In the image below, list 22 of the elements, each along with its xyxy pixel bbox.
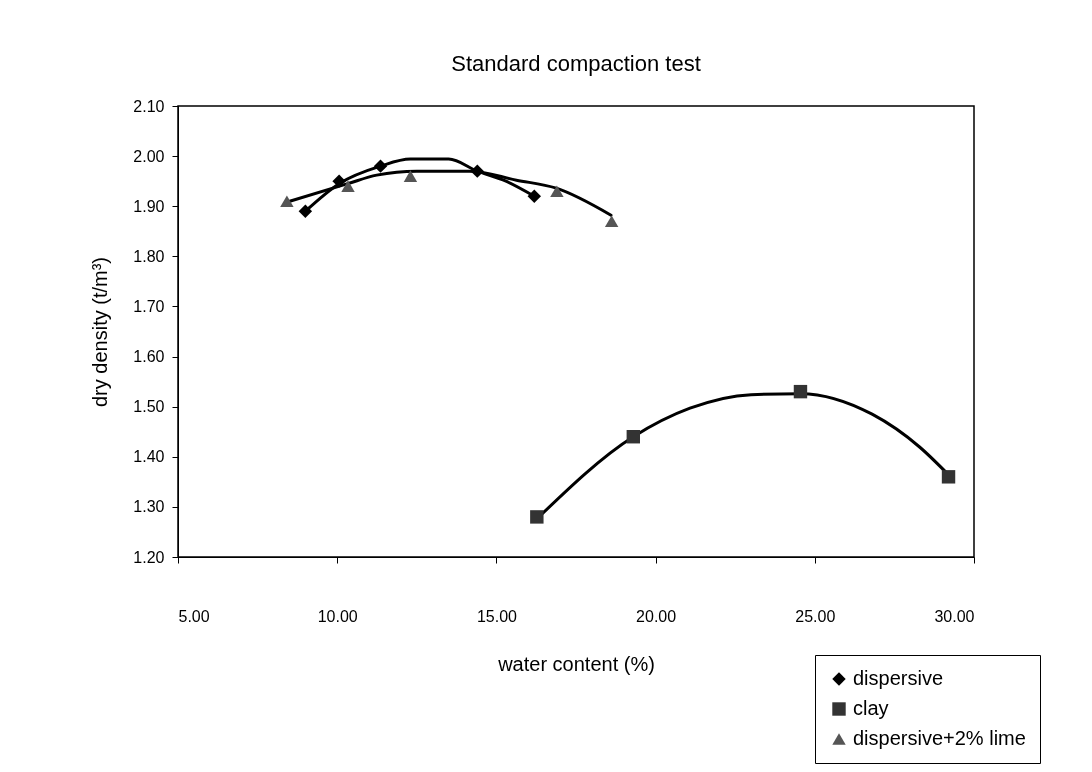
y-tick-label: 1.30 [133,498,165,516]
x-tick-label: 5.00 [178,607,210,625]
x-tick-label: 30.00 [934,607,975,625]
y-tick-label: 1.40 [133,448,165,466]
y-tick-label: 1.70 [133,297,165,315]
x-tick-label: 20.00 [636,607,677,625]
legend-label: dispersive [853,667,944,689]
x-tick-label: 15.00 [476,607,518,625]
legend-label: dispersive+2% lime [853,727,1026,749]
y-tick-label: 2.10 [133,97,165,115]
y-tick-label: 1.80 [133,247,165,265]
legend-label: clay [853,697,889,719]
x-tick-label: 25.00 [795,607,836,625]
chart-title: Standard compaction test [451,51,701,76]
y-tick-label: 1.50 [133,398,165,416]
y-tick-label: 1.90 [133,197,165,215]
y-tick-label: 1.60 [133,348,165,366]
y-tick-label: 2.00 [133,147,165,165]
y-axis-title: dry density (t/m³) [89,256,112,408]
x-tick-label: 10.00 [317,607,358,625]
y-tick-label: 1.20 [133,548,165,566]
x-axis-title: water content (%) [497,652,655,675]
